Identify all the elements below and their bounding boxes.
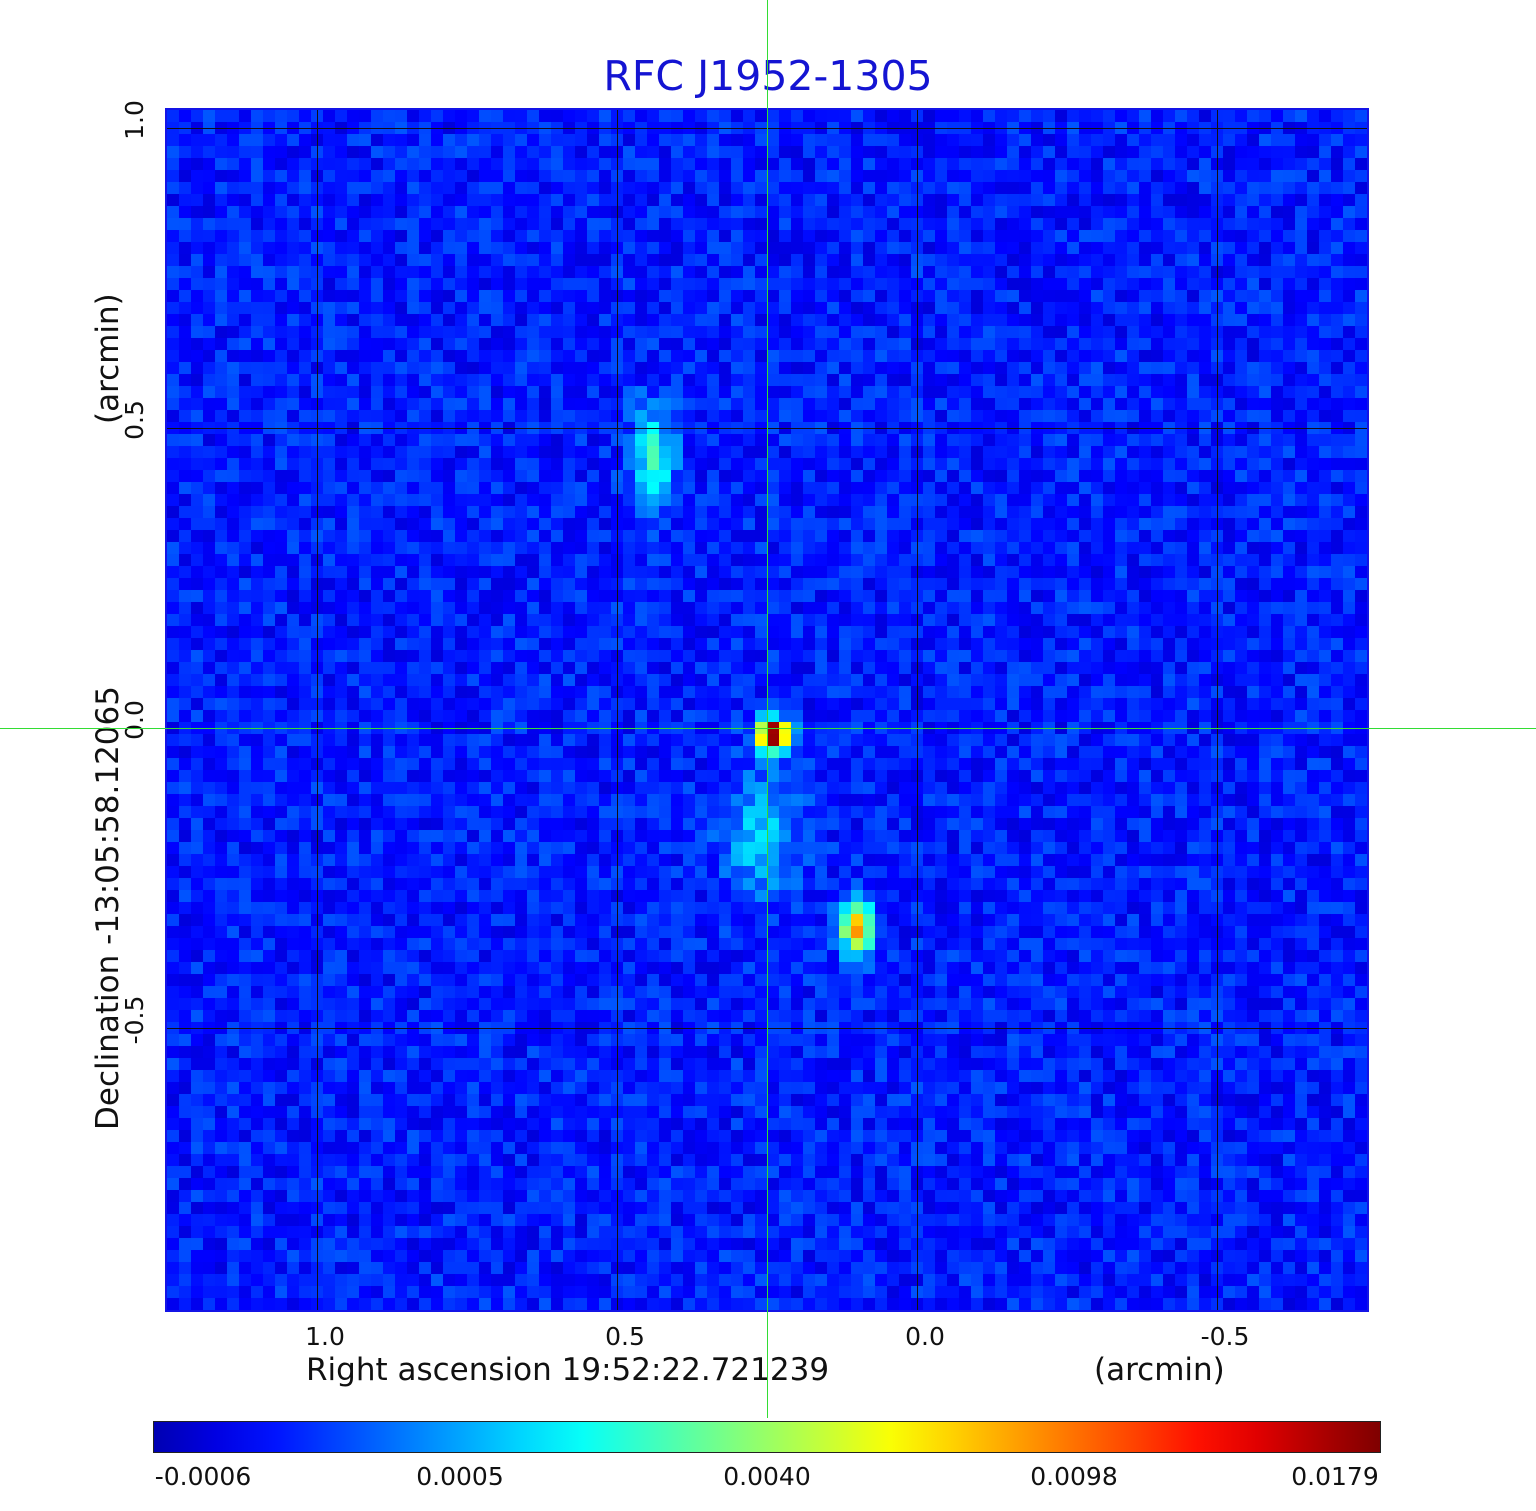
x-tick-label: 0.5	[605, 1322, 645, 1351]
colorbar-tick-label: 0.0098	[1030, 1462, 1118, 1491]
colorbar-tick-label: 0.0040	[723, 1462, 811, 1491]
grid-line-x	[617, 110, 618, 1310]
crosshair-horizontal	[0, 728, 1536, 729]
grid-line-x	[917, 110, 918, 1310]
y-axis-unit: (arcmin)	[90, 293, 126, 424]
y-axis-label: Declination -13:05:58.12065	[90, 686, 126, 1130]
x-tick-label: 0.0	[905, 1322, 945, 1351]
colorbar-tick-label: 0.0005	[416, 1462, 504, 1491]
colorbar-tick-label: 0.0179	[1291, 1462, 1379, 1491]
colorbar-tick-label: -0.0006	[154, 1462, 252, 1491]
chart-title: RFC J1952-1305	[603, 52, 933, 100]
grid-line-x	[317, 110, 318, 1310]
crosshair-vertical	[767, 0, 768, 1418]
y-tick-label: 1.0	[120, 100, 149, 140]
x-tick-label: -0.5	[1200, 1322, 1250, 1351]
x-tick-label: 1.0	[305, 1322, 345, 1351]
colorbar	[153, 1421, 1381, 1453]
grid-line-x	[1217, 110, 1218, 1310]
x-axis-label: Right ascension 19:52:22.721239	[306, 1352, 830, 1388]
x-axis-unit: (arcmin)	[1094, 1352, 1225, 1388]
